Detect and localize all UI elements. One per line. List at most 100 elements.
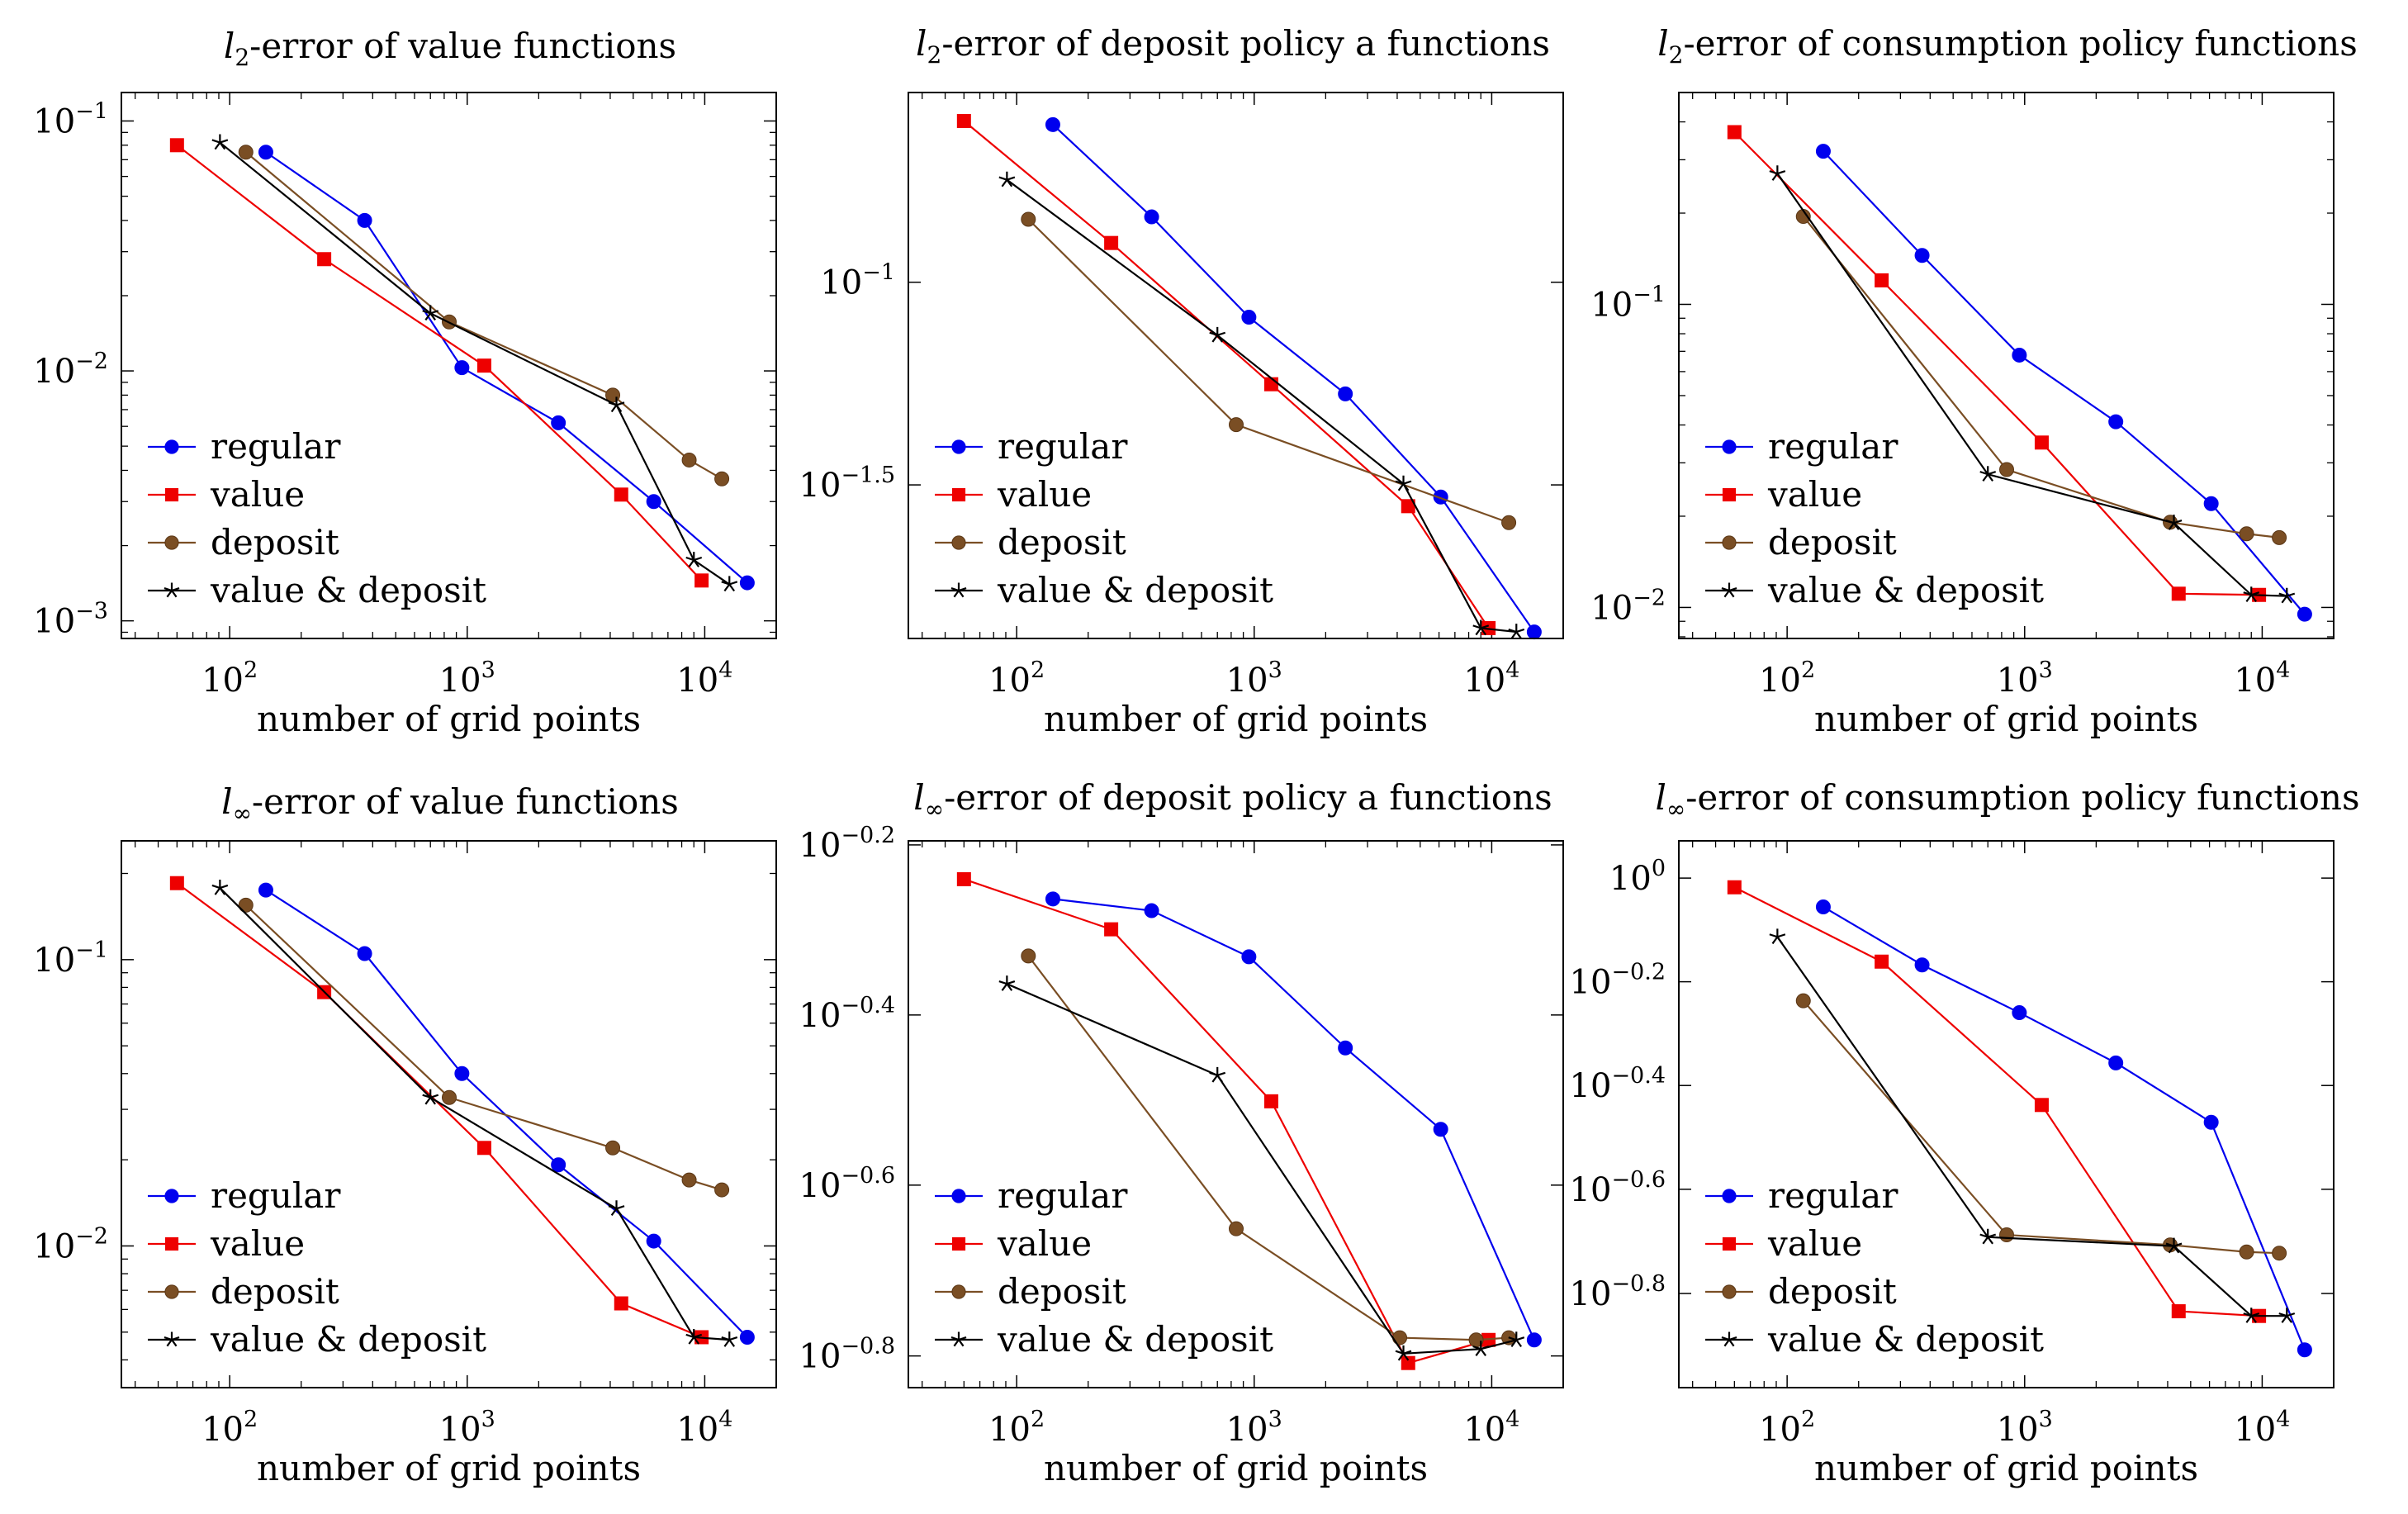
chart-panel-5: l∞-error of deposit policy a functions 10…: [799, 777, 1564, 1488]
series-line: [265, 151, 748, 584]
y-tick-label: 10−0.2: [1570, 960, 1666, 1002]
data-point: [1209, 326, 1226, 343]
legend-item-deposit: deposit: [1705, 1271, 1897, 1312]
data-point: [2272, 1246, 2287, 1261]
legend-marker: [951, 1189, 966, 1203]
data-point: [2297, 1342, 2312, 1358]
legend-label: deposit: [998, 522, 1126, 562]
x-axis-label: number of grid points: [1814, 1448, 2198, 1488]
title-prefix: l: [1657, 23, 1668, 64]
data-point: [2171, 1304, 2186, 1319]
data-point: [1338, 386, 1353, 401]
legend-item-value: value: [935, 1223, 1092, 1264]
data-point: [1401, 499, 1415, 514]
data-point: [169, 876, 184, 890]
series-value-and-deposit: [1769, 928, 2296, 1323]
legend-marker: [951, 487, 966, 502]
data-point: [956, 871, 971, 886]
y-tick-label: 10−0.8: [1570, 1271, 1666, 1313]
data-point: [1979, 1228, 1997, 1245]
y-tick-label: 100: [1609, 856, 1666, 898]
x-minor-ticks: [922, 93, 1481, 638]
data-point: [1209, 1066, 1226, 1083]
series-deposit: [238, 145, 730, 486]
series-deposit: [238, 897, 730, 1198]
legend-marker: [950, 1331, 967, 1347]
data-point: [357, 946, 372, 961]
title-subscript: ∞: [925, 795, 944, 823]
data-point: [258, 882, 273, 898]
legend-label: regular: [1768, 426, 1898, 467]
series-line: [176, 882, 703, 1338]
chart-panel-6: l∞-error of consumption policy functions…: [1570, 777, 2360, 1488]
plot-frame: [121, 840, 777, 1388]
y-minor-ticks: [121, 872, 776, 1361]
legend-item-value: value: [1705, 474, 1862, 515]
x-tick-label: 104: [676, 657, 732, 700]
data-point: [685, 552, 703, 567]
legend-label: deposit: [1768, 1271, 1897, 1312]
data-point: [2278, 587, 2296, 604]
data-point: [2108, 1055, 2124, 1070]
legend-item-deposit: deposit: [148, 1271, 339, 1312]
y-tick-label: 10−2: [33, 349, 108, 391]
data-point: [2171, 586, 2186, 601]
data-point: [454, 1065, 470, 1081]
data-point: [422, 1089, 439, 1105]
data-point: [1021, 211, 1036, 227]
x-minor-ticks: [135, 93, 694, 638]
data-point: [1263, 1094, 1278, 1108]
legend-label: value: [210, 474, 305, 515]
series-value: [956, 871, 1496, 1370]
data-point: [1472, 1341, 1490, 1356]
legend-label: value & deposit: [210, 1319, 486, 1360]
series-line: [176, 144, 703, 581]
data-point: [614, 487, 628, 502]
y-minor-ticks: [1679, 121, 2334, 638]
data-point: [258, 145, 273, 160]
legend-label: value & deposit: [210, 570, 486, 610]
series-line: [1052, 898, 1535, 1341]
chart-panel-3: l2-error of consumption policy functions…: [1590, 23, 2357, 739]
series-deposit: [1021, 211, 1517, 530]
data-point: [454, 360, 470, 376]
data-point: [551, 415, 566, 430]
x-tick-label: 104: [676, 1407, 732, 1449]
legend-label: regular: [1768, 1175, 1898, 1216]
y-tick-label: 10−2: [33, 1223, 108, 1265]
legend-label: value: [210, 1223, 305, 1264]
data-point: [681, 1172, 697, 1188]
y-tick-label: 10−1: [33, 937, 108, 980]
data-point: [1914, 248, 1930, 263]
series-value-and-deposit: [211, 880, 738, 1347]
data-point: [694, 573, 709, 588]
x-tick-label: 102: [201, 1407, 258, 1449]
data-point: [1508, 624, 1525, 639]
data-point: [476, 358, 491, 373]
title-text: -error of consumption policy functions: [1685, 777, 2359, 818]
legend-marker: [164, 582, 180, 598]
y-tick-label: 10−0.4: [1570, 1063, 1666, 1105]
data-point: [1875, 954, 1889, 969]
data-point: [2278, 1308, 2296, 1323]
data-point: [211, 134, 229, 150]
data-point: [956, 114, 971, 129]
y-minor-ticks: [121, 131, 776, 634]
legend-item-deposit: deposit: [935, 522, 1126, 562]
legend-item-deposit: deposit: [935, 1271, 1126, 1312]
chart-title: l∞-error of value functions: [221, 781, 679, 827]
legend-marker: [164, 487, 179, 502]
data-point: [2272, 529, 2287, 545]
data-point: [646, 494, 661, 510]
chart-title: l∞-error of deposit policy a functions: [913, 777, 1552, 823]
legend: regular value deposit value & deposit: [1705, 426, 2044, 610]
legend-item-regular: regular: [935, 1175, 1128, 1216]
data-point: [1727, 125, 1742, 140]
legend: regular value deposit value & deposit: [148, 1175, 486, 1360]
legend-label: value: [1767, 1223, 1862, 1264]
data-point: [1501, 515, 1517, 530]
series-deposit: [1795, 209, 2287, 545]
legend-label: value: [997, 474, 1092, 515]
data-point: [1392, 1330, 1408, 1346]
data-point: [2243, 1308, 2260, 1323]
